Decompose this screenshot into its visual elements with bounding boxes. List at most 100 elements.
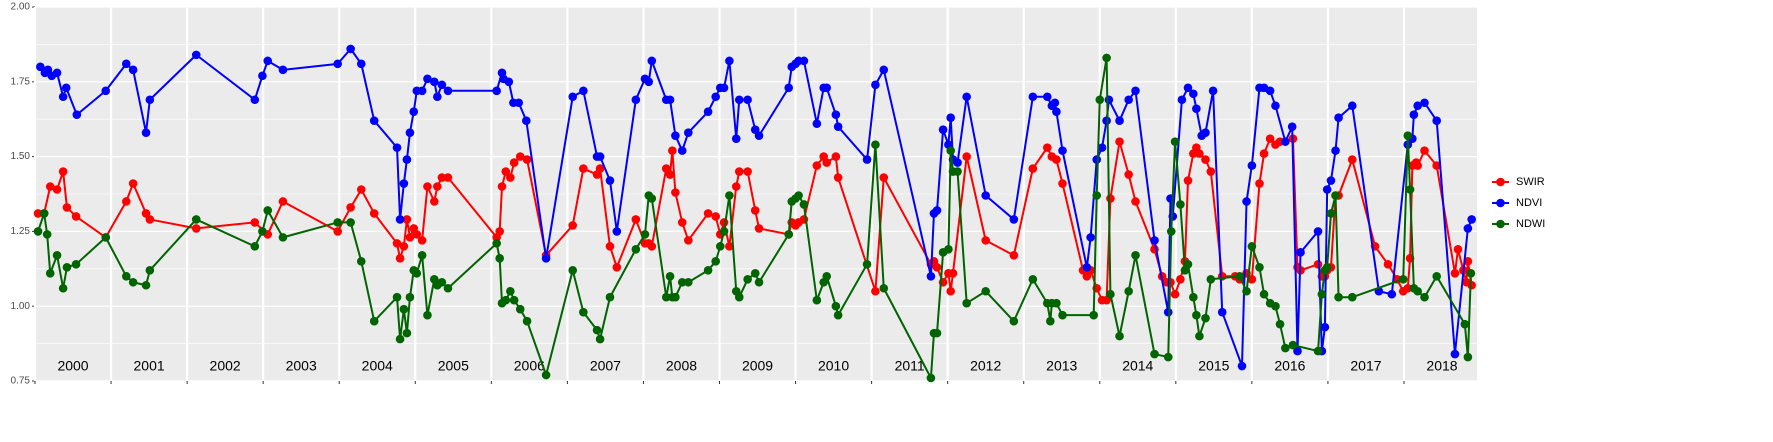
legend-key-point — [1496, 177, 1505, 187]
data-point — [437, 173, 447, 182]
data-point — [725, 56, 734, 66]
data-point — [1058, 146, 1067, 155]
data-point — [191, 224, 201, 233]
data-point — [926, 271, 936, 281]
data-point — [33, 209, 43, 218]
data-point — [58, 167, 68, 176]
data-point — [1106, 194, 1115, 203]
data-point — [52, 251, 62, 260]
data-point — [1413, 286, 1422, 296]
data-point — [417, 251, 427, 260]
y-tick-label: 0.75 — [11, 376, 31, 387]
data-point — [33, 227, 43, 236]
data-point — [541, 370, 551, 380]
data-point — [784, 230, 794, 239]
data-point — [731, 134, 741, 143]
data-point — [981, 286, 990, 296]
data-point — [405, 292, 415, 302]
data-point — [1201, 155, 1210, 164]
data-point — [492, 239, 501, 248]
data-point — [1326, 176, 1336, 185]
data-point — [938, 125, 948, 134]
year-label: 2011 — [895, 358, 925, 374]
data-point — [1195, 331, 1204, 341]
data-point — [52, 68, 62, 78]
data-point — [1463, 257, 1473, 266]
data-point — [1124, 170, 1133, 179]
data-point — [754, 224, 764, 233]
data-point — [879, 173, 889, 182]
data-point — [1176, 200, 1185, 209]
data-point — [647, 242, 657, 251]
data-point — [1131, 251, 1140, 260]
data-point — [1115, 137, 1124, 146]
data-point — [1403, 283, 1413, 293]
data-point — [121, 59, 131, 69]
data-point — [1170, 289, 1180, 299]
data-point — [1463, 352, 1473, 362]
data-point — [1265, 134, 1275, 143]
data-point — [833, 173, 843, 182]
data-point — [668, 146, 677, 155]
data-point — [665, 271, 675, 281]
data-point — [1383, 260, 1393, 269]
data-point — [1115, 116, 1124, 125]
data-point — [258, 227, 267, 236]
data-point — [799, 200, 809, 209]
data-point — [1409, 110, 1419, 120]
data-point — [750, 206, 760, 215]
data-point — [250, 242, 260, 251]
data-point — [1255, 179, 1264, 188]
data-point — [429, 197, 439, 206]
data-point — [833, 310, 843, 320]
data-point — [42, 230, 52, 239]
data-point — [71, 260, 81, 269]
data-point — [1092, 155, 1102, 164]
data-point — [715, 242, 725, 251]
data-point — [605, 242, 615, 251]
data-point — [1028, 92, 1038, 102]
year-label: 2008 — [666, 358, 697, 374]
data-point — [263, 206, 273, 215]
data-point — [871, 140, 880, 149]
data-point — [1086, 233, 1095, 242]
data-point — [1463, 224, 1473, 233]
data-point — [812, 161, 822, 170]
data-point — [822, 83, 832, 93]
data-point — [1082, 263, 1092, 272]
data-point — [1420, 146, 1429, 155]
data-point — [1259, 289, 1269, 299]
legend-key-point — [1496, 198, 1505, 208]
data-point — [495, 227, 504, 236]
data-point — [443, 173, 453, 182]
data-point — [1095, 95, 1105, 105]
year-label: 2014 — [1122, 358, 1153, 374]
data-point — [1271, 101, 1280, 111]
data-point — [953, 158, 962, 167]
data-point — [1163, 352, 1173, 362]
data-point — [495, 254, 504, 263]
data-point — [671, 188, 680, 197]
data-point — [812, 295, 822, 305]
data-point — [1237, 361, 1247, 371]
year-label: 2017 — [1350, 358, 1381, 374]
data-point — [1265, 86, 1275, 96]
y-tick-label: 1.50 — [11, 151, 31, 162]
year-label: 2007 — [590, 358, 621, 374]
data-point — [501, 167, 511, 176]
data-point — [1247, 242, 1257, 251]
data-point — [743, 274, 752, 284]
data-point — [492, 86, 501, 96]
data-point — [822, 271, 832, 281]
data-point — [1432, 271, 1441, 281]
data-point — [541, 254, 551, 263]
data-point — [1235, 271, 1245, 281]
data-point — [677, 146, 687, 155]
data-point — [1028, 164, 1038, 173]
legend-key-point — [1496, 219, 1505, 229]
legend-label: SWIR — [1516, 176, 1545, 188]
data-point — [750, 268, 760, 278]
data-point — [948, 268, 958, 278]
data-point — [1009, 251, 1019, 260]
legend-label: NDWI — [1516, 218, 1545, 230]
